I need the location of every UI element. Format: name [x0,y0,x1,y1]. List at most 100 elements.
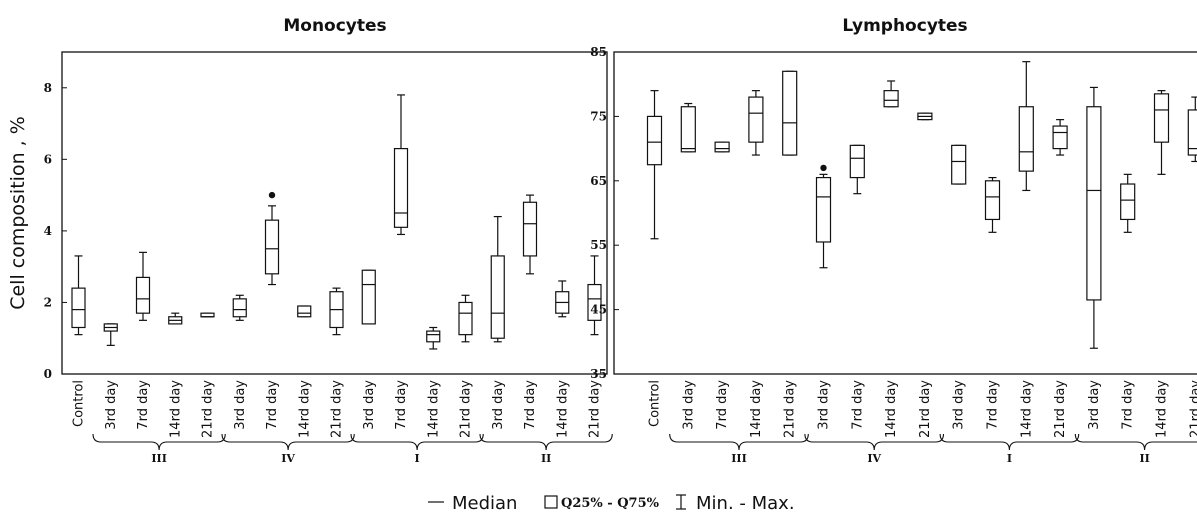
box-3 [748,90,764,156]
box-13 [490,215,505,343]
y-axis-label: Cell composition , % [7,116,29,310]
iqr-box [782,70,798,156]
iqr-box [490,255,505,339]
box-5 [815,164,832,269]
group-brace [479,433,613,451]
group-label: IV [867,452,881,465]
iqr-box [232,298,247,318]
box-12 [458,294,473,343]
chart-title: Monocytes [283,16,386,36]
box-14 [522,194,538,275]
box-12 [1052,119,1068,156]
y-axis: 0 2 4 6 8 [44,81,67,381]
group-label: IV [281,452,295,465]
x-tick-label: 7rd day [523,380,538,430]
x-tick-label: 21rd day [918,380,933,438]
group-label: III [731,452,746,465]
x-tick-label: Control [72,380,87,427]
x-tick-label: 7rd day [136,380,151,430]
box-15 [555,280,570,318]
x-tick-label: Control [648,380,663,427]
group-label: II [1139,452,1149,465]
y-tick-label: 85 [590,45,607,59]
y-tick-label: 45 [590,303,607,317]
box-legend-icon [544,495,558,509]
x-tick-label: 14rd day [168,380,183,438]
x-tick-label: 14rd day [426,380,441,438]
box-6 [849,144,865,195]
iqr-box [1153,93,1170,143]
x-tick-label: 3rd day [1087,380,1102,430]
x-tick-label: 21rd day [1188,380,1197,438]
box-4 [200,312,215,318]
x-tick-label: 21rd day [1053,380,1068,438]
x-tick-label: 7rd day [850,380,865,430]
monocytes-chart: Monocytes 0 2 4 6 8 Control 3rd day 7rd day 14r… [44,16,613,465]
box-11 [1018,61,1034,192]
box-7 [883,80,899,108]
group-brace [804,433,945,451]
iqr-box [1018,106,1034,172]
group-brace [92,433,226,451]
iqr-box [297,305,312,318]
x-tick-label: 7rd day [715,380,730,430]
group-label: I [1007,452,1012,465]
iqr-box [71,287,86,329]
legend-box-label: Q25% - Q75% [561,496,660,511]
iqr-box [587,283,602,321]
box-15 [1153,90,1170,175]
group-label: I [415,452,420,465]
iqr-box [1086,106,1102,301]
y-tick-label: 6 [44,152,52,166]
y-tick-label: 75 [590,109,607,123]
y-tick-label: 55 [590,238,607,252]
x-tick-label: 7rd day [1121,380,1136,430]
iqr-box [883,90,899,108]
box-8 [917,112,933,121]
box-8 [329,287,344,336]
iqr-box [680,106,696,153]
x-tick-label: 7rd day [394,380,409,430]
box-0 [646,90,663,240]
box-14 [1120,173,1136,233]
group-brace [1074,433,1197,451]
group-brace [669,433,809,451]
iqr-box [393,148,409,228]
box-series [71,94,602,350]
x-tick-label: 3rd day [233,380,248,430]
x-tick-label: 14rd day [555,380,570,438]
x-tick-label: 3rd day [362,380,377,430]
x-tick-label: 3rd day [681,380,696,430]
box-1 [680,102,696,153]
x-tick-label: 7rd day [986,380,1001,430]
x-tick-label: 14rd day [297,380,312,438]
y-axis: 35 45 55 65 75 85 [590,45,619,381]
box-9 [951,144,967,185]
x-tick-label: 14rd day [1019,380,1034,438]
y-tick-label: 0 [44,367,52,381]
iqr-box [714,141,730,153]
whisker-legend-icon [676,494,686,510]
iqr-box [815,176,832,243]
x-axis: Control 3rd day 7rd day 14rd day 21rd day 3rd… [648,380,1197,438]
outlier-point [820,164,827,172]
x-tick-label: 7rd day [265,380,280,430]
box-2 [135,251,151,321]
box-9 [361,269,376,325]
iqr-box [1052,125,1068,150]
plot-frame [613,51,1197,375]
group-label: III [151,452,166,465]
legend-whisker-label: Min. - Max. [696,493,795,514]
y-tick-label: 65 [590,174,607,188]
box-5 [232,294,247,321]
x-tick-label: 3rd day [104,380,119,430]
box-4 [782,70,798,156]
lymphocytes-chart: Lymphocytes 35 45 55 65 75 85 Control 3rd day 7… [590,16,1197,465]
y-tick-label: 4 [44,224,52,238]
iqr-box [264,219,280,275]
y-tick-label: 2 [44,295,52,309]
box-16 [587,255,602,336]
group-brace [350,433,484,451]
x-tick-label: 14rd day [1155,380,1170,438]
